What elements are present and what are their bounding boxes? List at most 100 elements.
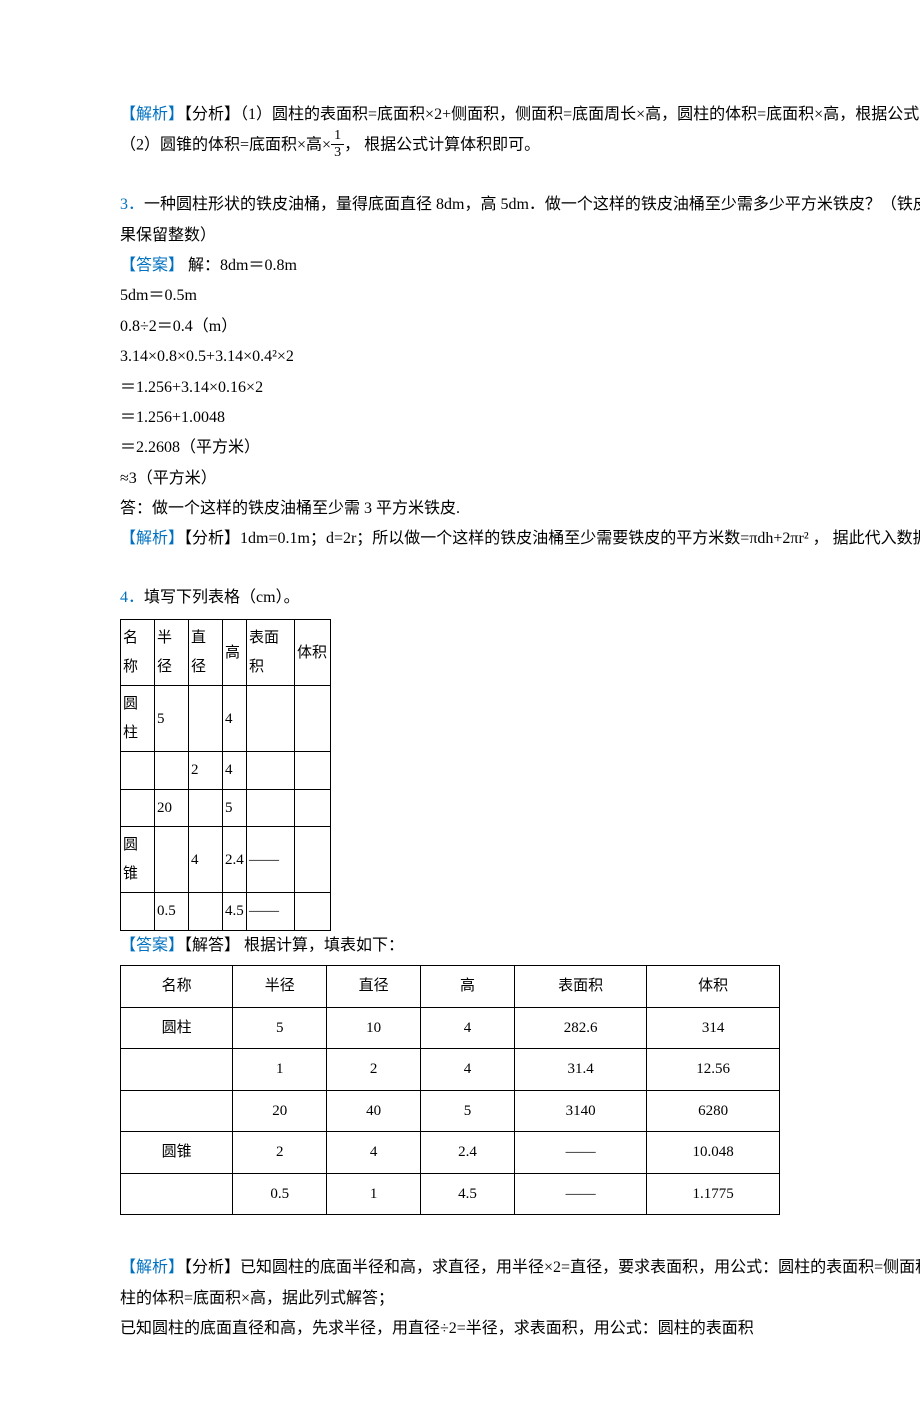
small-table-cell: 4 (223, 752, 247, 790)
q3-line-7: ≈3（平方米） (120, 464, 920, 494)
text-analysis-2b: ， 根据公式计算体积即可。 (344, 137, 540, 154)
big-table-cell: 圆柱 (121, 1007, 233, 1049)
big-table-cell: 10 (327, 1007, 421, 1049)
q3-line-1: 5dm＝0.5m (120, 281, 920, 311)
big-table-cell: 2.4 (421, 1132, 515, 1174)
big-table-cell: 名称 (121, 966, 233, 1008)
q3-answer-line-0: 【答案】 解：8dm＝0.8m (120, 251, 920, 281)
small-table-cell (247, 752, 295, 790)
big-table-cell: 半径 (233, 966, 327, 1008)
label-analysis-3: 【解析】 (120, 1259, 184, 1276)
big-table-cell: 4.5 (421, 1173, 515, 1215)
small-table-cell: 表面积 (247, 620, 295, 686)
end-text-1: 已知圆柱的底面半径和高，求直径，用半径×2=直径，要求表面积，用公式：圆柱的表面… (120, 1259, 920, 1306)
label-fenxi-3: 【分析】 (184, 1259, 240, 1276)
q3-text: 一种圆柱形状的铁皮油桶，量得底面直径 8dm，高 5dm．做一个这样的铁皮油桶至… (120, 196, 920, 243)
small-table-cell (189, 789, 223, 827)
q4-text: 填写下列表格（cm）。 (144, 589, 300, 606)
small-table-cell (189, 686, 223, 752)
question-4: 4．填写下列表格（cm）。 (120, 583, 920, 613)
big-table-cell: 2 (327, 1049, 421, 1091)
small-table-cell (247, 789, 295, 827)
small-table-cell (121, 752, 155, 790)
q3-analysis-text: 1dm=0.1m；d=2r；所以做一个这样的铁皮油桶至少需要铁皮的平方米数=πd… (240, 530, 920, 547)
big-table-cell: 高 (421, 966, 515, 1008)
question-3: 3．一种圆柱形状的铁皮油桶，量得底面直径 8dm，高 5dm．做一个这样的铁皮油… (120, 190, 920, 251)
q4-small-table: 名称半径直径高表面积体积圆柱5424205圆锥42.4——0.54.5—— (120, 619, 331, 931)
label-answer-2: 【答案】 (120, 937, 184, 954)
small-table-cell (155, 827, 189, 893)
q3-line-8: 答：做一个这样的铁皮油桶至少需 3 平方米铁皮. (120, 494, 920, 524)
q3-line-6: ＝2.2608（平方米） (120, 433, 920, 463)
small-table-cell: 4 (223, 686, 247, 752)
big-table-cell: 5 (421, 1090, 515, 1132)
big-table-cell: 20 (233, 1090, 327, 1132)
big-table-cell: 31.4 (515, 1049, 647, 1091)
small-table-cell: 20 (155, 789, 189, 827)
big-table-cell: 表面积 (515, 966, 647, 1008)
q3-number: 3． (120, 196, 144, 213)
big-table-cell: —— (515, 1132, 647, 1174)
q3-line-2: 0.8÷2＝0.4（m） (120, 312, 920, 342)
analysis-line-2: （2）圆锥的体积=底面积×高×13， 根据公式计算体积即可。 (120, 130, 920, 162)
small-table-cell: 高 (223, 620, 247, 686)
small-table-cell: —— (247, 893, 295, 931)
small-table-cell (155, 752, 189, 790)
small-table-cell: 2.4 (223, 827, 247, 893)
big-table-cell: 5 (233, 1007, 327, 1049)
small-table-cell: 圆柱 (121, 686, 155, 752)
small-table-cell (247, 686, 295, 752)
label-fenxi: 【分析】 (184, 106, 240, 123)
big-table-cell (121, 1049, 233, 1091)
q3-analysis: 【解析】【分析】1dm=0.1m；d=2r；所以做一个这样的铁皮油桶至少需要铁皮… (120, 524, 920, 554)
small-table-cell: 5 (155, 686, 189, 752)
small-table-cell: 体积 (295, 620, 331, 686)
big-table-cell: 10.048 (647, 1132, 780, 1174)
q3-answer-head: 解：8dm＝0.8m (184, 257, 297, 274)
analysis-block-1: 【解析】【分析】（1）圆柱的表面积=底面积×2+侧面积，侧面积=底面周长×高，圆… (120, 100, 920, 130)
small-table-cell: 2 (189, 752, 223, 790)
q4-answer-line: 【答案】【解答】 根据计算，填表如下： (120, 931, 920, 961)
small-table-cell: 圆锥 (121, 827, 155, 893)
big-table-cell: 1 (233, 1049, 327, 1091)
q3-line-3: 3.14×0.8×0.5+3.14×0.4²×2 (120, 342, 920, 372)
end-analysis-2: 已知圆柱的底面直径和高，先求半径，用直径÷2=半径，求表面积，用公式：圆柱的表面… (120, 1314, 920, 1344)
q3-line-4: ＝1.256+3.14×0.16×2 (120, 373, 920, 403)
small-table-cell: 5 (223, 789, 247, 827)
small-table-cell (295, 686, 331, 752)
small-table-cell: 名称 (121, 620, 155, 686)
small-table-cell (189, 893, 223, 931)
small-table-cell (121, 789, 155, 827)
small-table-cell: —— (247, 827, 295, 893)
small-table-cell: 半径 (155, 620, 189, 686)
q4-answer-text: 根据计算，填表如下： (240, 937, 404, 954)
q3-line-5: ＝1.256+1.0048 (120, 403, 920, 433)
big-table-cell: 体积 (647, 966, 780, 1008)
big-table-cell: 3140 (515, 1090, 647, 1132)
small-table-cell (295, 752, 331, 790)
big-table-cell: 282.6 (515, 1007, 647, 1049)
q4-big-table: 名称半径直径高表面积体积圆柱5104282.631412431.412.5620… (120, 965, 780, 1215)
fraction-one-third: 13 (331, 128, 344, 160)
big-table-cell: 0.5 (233, 1173, 327, 1215)
big-table-cell: 4 (327, 1132, 421, 1174)
big-table-cell: 2 (233, 1132, 327, 1174)
small-table-cell: 0.5 (155, 893, 189, 931)
label-fenxi-2: 【分析】 (184, 530, 240, 547)
end-analysis-1: 【解析】【分析】已知圆柱的底面半径和高，求直径，用半径×2=直径，要求表面积，用… (120, 1253, 920, 1314)
small-table-cell (295, 893, 331, 931)
big-table-cell (121, 1173, 233, 1215)
big-table-cell: 1 (327, 1173, 421, 1215)
big-table-cell: 圆锥 (121, 1132, 233, 1174)
text-analysis-2a: （2）圆锥的体积=底面积×高× (120, 137, 331, 154)
big-table-cell (121, 1090, 233, 1132)
label-analysis: 【解析】 (120, 106, 184, 123)
q4-number: 4． (120, 589, 144, 606)
big-table-cell: —— (515, 1173, 647, 1215)
big-table-cell: 6280 (647, 1090, 780, 1132)
small-table-cell: 4.5 (223, 893, 247, 931)
big-table-cell: 4 (421, 1049, 515, 1091)
big-table-cell: 1.1775 (647, 1173, 780, 1215)
small-table-cell: 4 (189, 827, 223, 893)
small-table-cell (295, 789, 331, 827)
